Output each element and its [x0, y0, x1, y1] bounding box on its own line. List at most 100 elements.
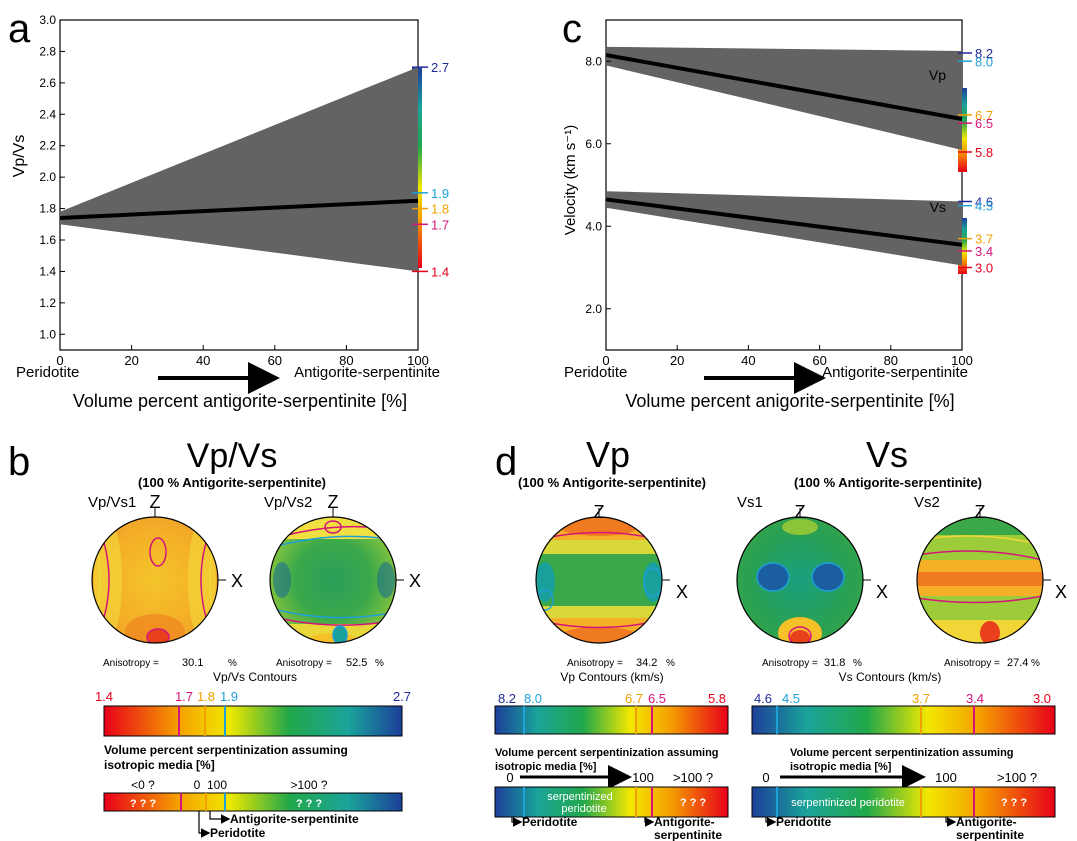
- axis-x-vpvs2: X: [409, 571, 421, 591]
- anisotropy-unit-vpvs1: %: [228, 658, 237, 669]
- serp-vp-label-100: 100: [632, 770, 654, 785]
- uncertainty-band-vs: [606, 191, 962, 266]
- label-antigorite-vp-2: serpentinite: [654, 828, 722, 841]
- serp-vs-label-100: 100: [935, 770, 957, 785]
- vs-scale-label-3-0: 3.0: [1033, 691, 1051, 706]
- plot-frame-c: [605, 19, 963, 351]
- anisotropy-value-vpvs1: 30.1: [182, 657, 203, 669]
- stereonet-vp: [535, 508, 670, 644]
- series-label-vs: Vs: [930, 199, 946, 215]
- vp-scale-label-5-8: 5.8: [708, 691, 726, 706]
- panel-d-vs-title: Vs: [866, 434, 908, 475]
- scale-label-1-9: 1.9: [220, 689, 238, 704]
- scale-label-1-4: 1.4: [95, 689, 113, 704]
- anisotropy-label-vp: Anisotropy =: [567, 658, 623, 669]
- serp-title-vs-1: Volume percent serpentinization assuming: [790, 747, 1014, 759]
- anisotropy-value-vp: 34.2: [636, 657, 657, 669]
- colorbar-c-vs: [958, 218, 967, 274]
- vp-scale-label-8-0: 8.0: [524, 691, 542, 706]
- colorbar-label-a: 1.8: [431, 202, 449, 217]
- mean-line-a: [59, 198, 419, 220]
- y-tick-label-a: 1.0: [39, 327, 56, 341]
- y-tick-label-c: 4.0: [585, 219, 602, 233]
- vp-scale-label-8-2: 8.2: [498, 691, 516, 706]
- anisotropy-unit-vs1: %: [853, 658, 862, 669]
- x-tick-label-a: 0: [56, 353, 63, 368]
- serp-q-right: ? ? ?: [296, 798, 323, 810]
- mean-line-vp: [605, 53, 963, 121]
- axis-z-vs2: Z: [975, 502, 986, 522]
- vp-scale-label-6-7: 6.7: [625, 691, 643, 706]
- serp-title-vs-2: isotropic media [%]: [790, 761, 892, 773]
- stereo-name-vs1: Vs1: [737, 494, 763, 511]
- colorbar-label-a: 2.7: [431, 60, 449, 75]
- axis-z-vs1: Z: [795, 502, 806, 522]
- mean-line-vs: [605, 197, 963, 247]
- x-tick-label-a: 100: [407, 353, 429, 368]
- vs-scale-label-3-4: 3.4: [966, 691, 984, 706]
- stereonet-vs1: [736, 508, 871, 644]
- colorbar-label-vs: 3.7: [975, 232, 993, 247]
- arrow-peridotite-vp: [511, 817, 523, 827]
- axis-x-vs2: X: [1055, 582, 1067, 602]
- scale-label-1-7: 1.7: [175, 689, 193, 704]
- serp-label-0: 0: [194, 778, 201, 792]
- label-peridotite-vp: Peridotite: [522, 815, 578, 829]
- y-tick-label-c: 6.0: [585, 137, 602, 151]
- stereonet-vs2: [916, 508, 1051, 644]
- serp-q-left: ? ? ?: [130, 798, 157, 810]
- panel-b-subtitle: (100 % Antigorite-serpentinite): [138, 475, 326, 490]
- x-tick-label-c: 100: [951, 353, 973, 368]
- label-antigorite-vs-1: Antigorite-: [956, 815, 1017, 829]
- panel-letter-c: c: [562, 7, 582, 51]
- serp-scale-vs: [751, 786, 1056, 818]
- serp-vp-label-gt100: >100 ?: [673, 770, 713, 785]
- stereo-name-vs2: Vs2: [914, 494, 940, 511]
- vp-scale-label-6-5: 6.5: [648, 691, 666, 706]
- color-scale-vs: [751, 705, 1056, 735]
- colorbar-label-a: 1.7: [431, 217, 449, 232]
- vs-scale-label-4-5: 4.5: [782, 691, 800, 706]
- x-tick-label-c: 20: [670, 353, 684, 368]
- anisotropy-value-vs2: 27.4: [1007, 657, 1028, 669]
- colorbar-label-vs: 3.4: [975, 244, 993, 259]
- y-tick-label-a: 1.8: [39, 202, 56, 216]
- end-label-antigorite-a: Antigorite-serpentinite: [294, 364, 440, 381]
- colorbar-label-vs: 4.6: [975, 195, 993, 210]
- panel-b-title: Vp/Vs: [187, 437, 278, 475]
- colorbar-c-vp: [958, 88, 967, 172]
- colorbar-label-vs: 3.0: [975, 261, 993, 276]
- stereonet-vpvs1: [91, 508, 226, 644]
- x-tick-label-c: 80: [884, 353, 898, 368]
- x-tick-label-a: 80: [339, 353, 353, 368]
- end-label-peridotite-c: Peridotite: [564, 364, 627, 381]
- colorbar-label-vp: 5.8: [975, 145, 993, 160]
- serp-vp-band-text-1: serpentinized: [547, 791, 612, 803]
- axis-z-vpvs2: Z: [328, 492, 339, 512]
- axis-x-vs1: X: [876, 582, 888, 602]
- vs-scale-label-4-6: 4.6: [754, 691, 772, 706]
- chart-c: 8.28.06.76.55.84.64.53.73.43.00 20 40 60 80 1…: [562, 19, 993, 411]
- chart-a: 0 20 40 60 80 100 1.0 1.2 1.4 1.6 1.8 2.0 2.2 2.4 2.6 2…: [11, 13, 449, 411]
- stereonet-vpvs2: [269, 508, 404, 644]
- y-tick-label-a: 2.2: [39, 139, 56, 153]
- arrow-peridotite-b: [198, 811, 211, 838]
- anisotropy-unit-vs2: %: [1031, 658, 1040, 669]
- serp-title-b-2: isotropic media [%]: [104, 758, 215, 772]
- label-peridotite-b: Peridotite: [210, 826, 266, 840]
- stereo-name-vpvs2: Vp/Vs2: [264, 494, 312, 511]
- panel-letter-d: d: [495, 440, 517, 484]
- y-tick-label-a: 1.4: [39, 264, 56, 278]
- y-tick-label-a: 2.6: [39, 76, 56, 90]
- x-axis-label-a: Volume percent antigorite-serpentinite […: [73, 391, 407, 411]
- arrow-antigorite-b: [209, 811, 231, 824]
- x-tick-label-a: 60: [268, 353, 282, 368]
- panel-letter-b: b: [8, 440, 30, 484]
- serp-title-vp-1: Volume percent serpentinization assuming: [495, 747, 719, 759]
- colorbar-label-a: 1.9: [431, 186, 449, 201]
- y-tick-label-a: 1.2: [39, 296, 56, 310]
- serp-vs-q: ? ? ?: [1001, 797, 1028, 809]
- serp-vs-label-0: 0: [762, 770, 769, 785]
- y-tick-label-c: 2.0: [585, 302, 602, 316]
- y-tick-label-a: 3.0: [39, 13, 56, 27]
